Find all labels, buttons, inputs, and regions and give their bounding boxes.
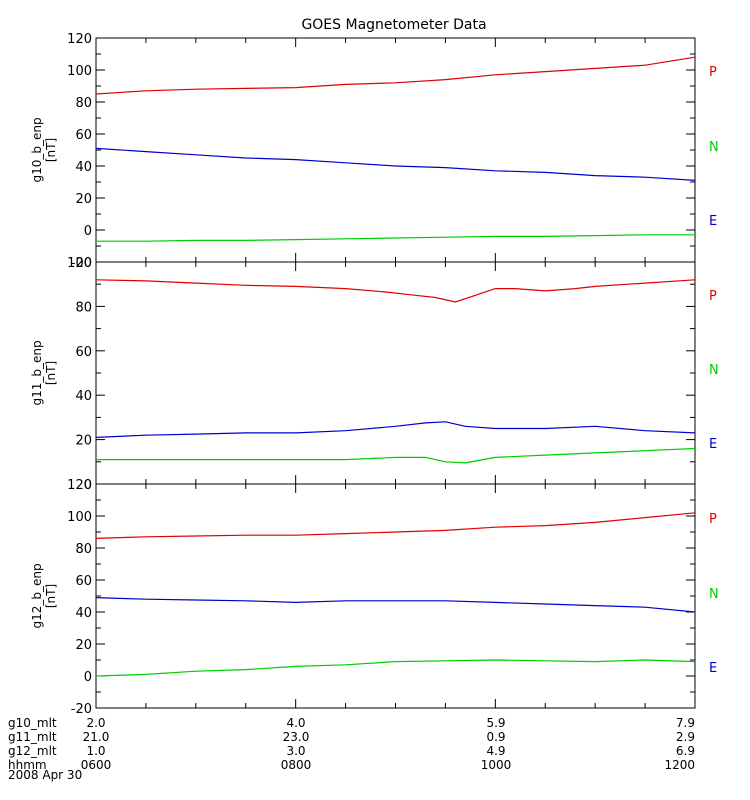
series-line-E <box>95 597 696 613</box>
y-tick-label: 100 <box>67 64 92 79</box>
panel-frame <box>95 37 696 263</box>
x-row-value: 1.0 <box>86 744 105 758</box>
panel-frame <box>95 483 696 709</box>
x-row-value: 4.9 <box>486 744 505 758</box>
date-label: 2008 Apr 30 <box>8 768 82 782</box>
x-row-value: 0800 <box>281 758 312 772</box>
y-tick-label: 100 <box>67 510 92 525</box>
x-row-label: g12_mlt <box>8 744 57 758</box>
x-row-label: g11_mlt <box>8 730 57 744</box>
x-row-value: 1200 <box>664 758 695 772</box>
y-tick-label: -20 <box>71 256 92 271</box>
panel-frame <box>95 261 696 485</box>
series-label-E: E <box>709 214 717 229</box>
y-tick-label: 80 <box>75 300 92 315</box>
x-row-value: 1000 <box>481 758 512 772</box>
y-tick-label: 20 <box>75 434 92 449</box>
x-row-label: g10_mlt <box>8 716 57 730</box>
y-tick-label: 40 <box>75 606 92 621</box>
series-label-P: P <box>709 65 717 80</box>
series-line-N <box>96 234 695 242</box>
series-label-P: P <box>709 512 717 527</box>
y-tick-label: 20 <box>75 638 92 653</box>
series-line-N <box>95 659 696 677</box>
y-axis-unit: [nT] <box>44 138 58 162</box>
y-tick-label: 120 <box>67 478 92 493</box>
x-row-value: 23.0 <box>283 730 310 744</box>
x-axis-rows: g10_mlt 2.0 4.0 5.9 7.9 g11_mlt 21.0 23.0 0.9 2.9… <box>8 716 695 772</box>
y-tick-label: 0 <box>84 224 92 239</box>
y-tick-label: -20 <box>71 702 92 717</box>
y-tick-label: 60 <box>75 574 92 589</box>
x-row-value: 5.9 <box>486 716 505 730</box>
series-line-P <box>95 56 696 95</box>
series-line-P <box>95 279 696 303</box>
x-row-value: 6.9 <box>676 744 695 758</box>
x-row-value: 7.9 <box>676 716 695 730</box>
series-line-E <box>95 147 696 181</box>
y-tick-label: 40 <box>75 389 92 404</box>
y-tick-label: 20 <box>75 192 92 207</box>
y-axis-unit: [nT] <box>44 584 58 608</box>
series-line-E <box>95 421 696 438</box>
y-tick-label: 0 <box>84 478 92 493</box>
y-tick-label: 80 <box>75 96 92 111</box>
y-tick-label: 60 <box>75 128 92 143</box>
series-label-E: E <box>709 437 717 452</box>
y-tick-label: 60 <box>75 345 92 360</box>
y-tick-label: 120 <box>67 32 92 47</box>
series-line-P <box>95 512 696 539</box>
x-row-value: 0600 <box>81 758 112 772</box>
series-label-E: E <box>709 661 717 676</box>
chart-title: GOES Magnetometer Data <box>301 17 486 33</box>
series-label-N: N <box>709 587 719 602</box>
panel-1: 0 20 40 60 80 100 g11_b_enp [nT] P N E <box>30 256 719 493</box>
x-row-value: 21.0 <box>83 730 110 744</box>
y-tick-label: 100 <box>67 256 92 271</box>
series-line-N <box>96 447 696 464</box>
y-axis-unit: [nT] <box>44 361 58 385</box>
series-label-N: N <box>709 140 719 155</box>
x-row-value: 2.0 <box>86 716 105 730</box>
panel-2: -20 0 20 40 60 80 100 120 g12_b_enp [nT] P N E <box>30 478 719 717</box>
series-label-N: N <box>709 363 719 378</box>
y-tick-label: 40 <box>75 160 92 175</box>
x-row-value: 2.9 <box>676 730 695 744</box>
x-row-value: 4.0 <box>286 716 305 730</box>
y-axis-label: g10_b_enp <box>30 117 44 182</box>
x-row-label: hhmm <box>8 758 47 772</box>
y-axis-label: g12_b_enp <box>30 563 44 628</box>
y-tick-label: 80 <box>75 542 92 557</box>
panel-0: -20 0 20 40 60 80 100 120 g10_b_enp [nT] P N E <box>30 32 719 271</box>
y-axis-label: g11_b_enp <box>30 340 44 405</box>
y-tick-label: 0 <box>84 670 92 685</box>
series-label-P: P <box>709 289 717 304</box>
x-row-value: 3.0 <box>286 744 305 758</box>
x-row-value: 0.9 <box>486 730 505 744</box>
